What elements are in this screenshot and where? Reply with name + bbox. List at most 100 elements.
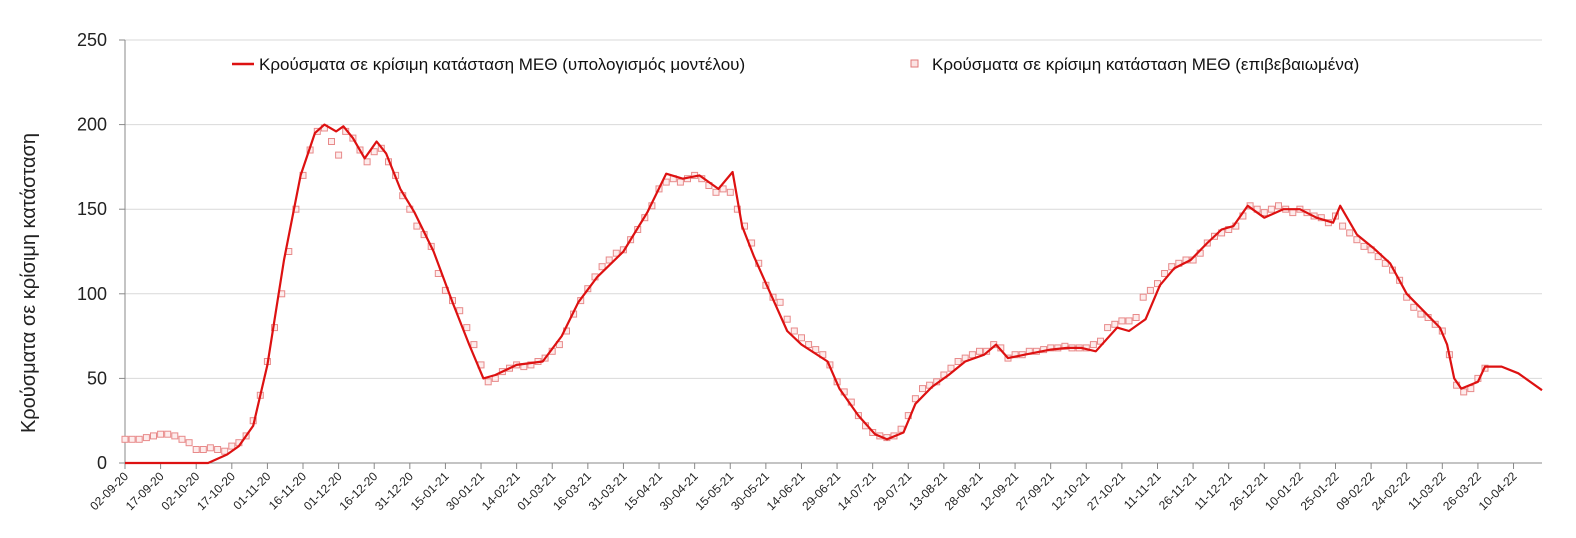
confirmed-point bbox=[328, 138, 335, 145]
confirmed-point bbox=[484, 378, 492, 386]
confirmed-point bbox=[947, 364, 955, 372]
confirmed-point bbox=[783, 315, 791, 323]
confirmed-point bbox=[192, 446, 200, 453]
confirmed-point bbox=[1260, 209, 1268, 217]
confirmed-point bbox=[1417, 310, 1425, 318]
x-tick-label: 30-01-21 bbox=[443, 469, 487, 513]
confirmed-point bbox=[199, 446, 207, 453]
x-tick-label: 30-05-21 bbox=[728, 469, 772, 513]
x-tick-label: 29-06-21 bbox=[799, 469, 843, 513]
confirmed-point bbox=[911, 395, 919, 403]
x-tick-label: 17-09-20 bbox=[123, 469, 167, 513]
confirmed-point bbox=[157, 430, 165, 438]
confirmed-point bbox=[363, 158, 371, 166]
x-tick-label: 15-04-21 bbox=[621, 469, 665, 513]
confirmed-point bbox=[598, 263, 606, 271]
confirmed-point bbox=[128, 435, 136, 443]
confirmed-point bbox=[726, 188, 734, 196]
confirmed-point bbox=[1061, 342, 1069, 350]
x-tick-label: 12-09-21 bbox=[977, 469, 1021, 513]
x-tick-label: 31-12-20 bbox=[372, 469, 416, 513]
x-tick-label: 01-12-20 bbox=[301, 469, 345, 513]
confirmed-point bbox=[1089, 341, 1097, 349]
confirmed-point bbox=[470, 341, 478, 349]
confirmed-point bbox=[1146, 286, 1154, 294]
confirmed-point bbox=[712, 188, 720, 196]
x-tick-label: 10-04-22 bbox=[1476, 469, 1520, 513]
y-tick-label: 100 bbox=[77, 284, 107, 304]
confirmed-point bbox=[1410, 303, 1418, 311]
confirmed-point bbox=[968, 351, 976, 359]
y-axis: 0 50 100 150 200 250 bbox=[77, 30, 126, 473]
confirmed-point bbox=[1047, 344, 1055, 352]
x-tick-label: 17-10-20 bbox=[194, 469, 238, 513]
confirmed-point bbox=[954, 358, 962, 365]
confirmed-point bbox=[1339, 222, 1347, 230]
confirmed-point bbox=[919, 385, 926, 393]
y-tick-label: 250 bbox=[77, 30, 107, 50]
x-tick-label: 26-12-21 bbox=[1227, 469, 1271, 513]
confirmed-point bbox=[1104, 324, 1112, 332]
x-tick-label: 16-03-21 bbox=[550, 469, 594, 513]
x-tick-label: 26-03-22 bbox=[1440, 469, 1484, 513]
confirmed-point bbox=[1460, 388, 1468, 396]
confirmed-point bbox=[121, 435, 129, 443]
confirmed-point bbox=[178, 435, 186, 443]
confirmed-point bbox=[976, 347, 983, 355]
confirmed-point bbox=[612, 249, 620, 257]
confirmed-point bbox=[335, 151, 343, 159]
confirmed-point bbox=[1267, 205, 1275, 213]
y-tick-label: 0 bbox=[97, 453, 107, 473]
x-tick-label: 27-09-21 bbox=[1013, 469, 1057, 513]
confirmed-point bbox=[1132, 314, 1140, 321]
confirmed-point bbox=[214, 446, 222, 453]
confirmed-point bbox=[185, 439, 193, 447]
confirmed-point bbox=[463, 324, 471, 332]
y-tick-label: 200 bbox=[77, 115, 107, 135]
confirmed-point bbox=[1111, 320, 1119, 328]
confirmed-point bbox=[135, 435, 143, 443]
confirmed-point bbox=[605, 256, 613, 264]
confirmed-point bbox=[221, 447, 229, 455]
confirmed-point bbox=[150, 432, 157, 440]
confirmed-series bbox=[121, 124, 1489, 455]
confirmed-point bbox=[1125, 317, 1133, 325]
x-tick-label: 02-09-20 bbox=[87, 469, 131, 513]
confirmed-point bbox=[142, 434, 150, 442]
confirmed-point bbox=[1275, 202, 1282, 210]
x-tick-label: 09-02-22 bbox=[1333, 469, 1377, 513]
confirmed-point bbox=[1118, 317, 1126, 325]
confirmed-point bbox=[228, 442, 236, 450]
legend-entry-confirmed: Κρούσματα σε κρίσιμη κατάσταση ΜΕΘ (επιβ… bbox=[932, 55, 1359, 74]
y-tick-label: 150 bbox=[77, 199, 107, 219]
x-tick-label: 30-04-21 bbox=[657, 469, 701, 513]
confirmed-point bbox=[1360, 242, 1368, 250]
confirmed-point bbox=[370, 148, 378, 156]
x-tick-label: 14-02-21 bbox=[479, 469, 523, 513]
confirmed-point bbox=[1139, 293, 1147, 301]
y-axis-title: Κρούσματα σε κρίσιμη κατάσταση bbox=[18, 133, 40, 433]
x-tick-label: 12-10-21 bbox=[1049, 469, 1093, 513]
confirmed-point bbox=[527, 361, 535, 369]
x-tick-label: 01-11-20 bbox=[230, 469, 273, 512]
confirmed-point bbox=[719, 185, 727, 193]
x-tick-label: 10-01-22 bbox=[1262, 469, 1306, 513]
legend-entry-model: Κρούσματα σε κρίσιμη κατάσταση ΜΕΘ (υπολ… bbox=[259, 55, 745, 74]
legend: Κρούσματα σε κρίσιμη κατάσταση ΜΕΘ (υπολ… bbox=[232, 55, 1359, 74]
x-tick-label: 24-02-22 bbox=[1369, 469, 1413, 513]
confirmed-point bbox=[790, 327, 798, 335]
confirmed-point bbox=[171, 432, 179, 440]
x-tick-label: 26-11-21 bbox=[1156, 469, 1199, 512]
confirmed-point bbox=[164, 430, 172, 438]
model-series-line bbox=[125, 123, 1543, 465]
x-tick-label: 14-07-21 bbox=[835, 469, 879, 513]
confirmed-point bbox=[413, 222, 421, 230]
confirmed-point bbox=[733, 205, 741, 213]
confirmed-point bbox=[206, 444, 214, 452]
confirmed-point bbox=[676, 178, 684, 186]
confirmed-point bbox=[1353, 236, 1361, 244]
legend-swatch-confirmed bbox=[910, 59, 919, 68]
y-tick-label: 50 bbox=[87, 368, 107, 388]
gridlines bbox=[125, 39, 1542, 379]
